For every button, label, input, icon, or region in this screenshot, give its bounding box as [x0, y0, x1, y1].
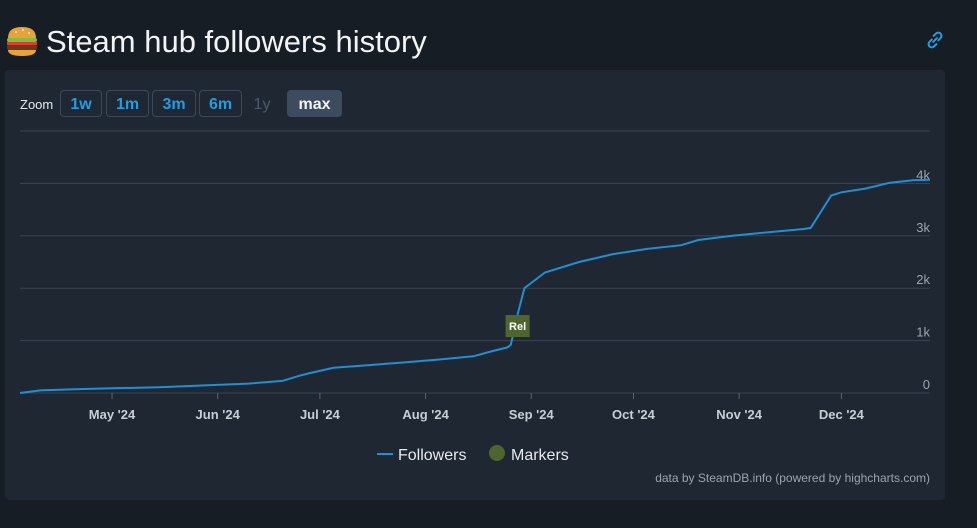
x-tick-label: Oct '24: [612, 407, 656, 422]
zoom-1w-button[interactable]: 1w: [60, 90, 102, 117]
y-tick-label: 3k: [916, 220, 930, 235]
y-tick-label: 1k: [916, 325, 930, 340]
x-tick-label: Dec '24: [819, 407, 865, 422]
burger-icon: [7, 27, 37, 56]
release-marker-label: Rel: [509, 321, 526, 333]
release-marker-flag: [505, 315, 530, 337]
y-tick-label: 2k: [916, 272, 930, 287]
zoom-3m-button[interactable]: 3m: [152, 90, 196, 117]
x-tick-label: Aug '24: [402, 407, 449, 422]
followers-chart: May '24 Jun '24 Jul '24 Aug '24 Sep '24 Oct '…: [19, 130, 931, 464]
legend-markers-swatch: [489, 445, 505, 461]
x-tick-label: Nov '24: [716, 407, 762, 422]
y-tick-label: 0: [923, 377, 930, 392]
x-tick-label: Sep '24: [509, 407, 555, 422]
zoom-6m-button[interactable]: 6m: [199, 90, 242, 117]
chart-grid: [20, 130, 930, 394]
y-axis-ticks: 0 1k 2k 3k 4k: [916, 167, 930, 392]
page-header: Steam hub followers history: [4, 22, 964, 62]
followers-series-line[interactable]: [19, 178, 931, 394]
chart-credit[interactable]: data by SteamDB.info (powered by highcha…: [655, 471, 930, 485]
release-markers: Rel: [505, 315, 530, 337]
chart-panel: Zoom 1w 1m 3m 6m 1y max May '24 Jun '24 Ju…: [5, 70, 945, 500]
chart-legend: Followers Markers: [377, 445, 569, 464]
zoom-max-button[interactable]: max: [287, 90, 342, 117]
x-tick-label: Jul '24: [300, 407, 341, 422]
zoom-label: Zoom: [20, 97, 54, 112]
x-axis-ticks: May '24 Jun '24 Jul '24 Aug '24 Sep '24 Oct '…: [89, 393, 865, 422]
zoom-1m-button[interactable]: 1m: [106, 90, 149, 117]
zoom-1y-button: 1y: [245, 90, 279, 117]
x-tick-label: May '24: [89, 407, 136, 422]
page-title: Steam hub followers history: [46, 24, 427, 59]
y-tick-label: 4k: [916, 167, 930, 182]
legend-followers[interactable]: Followers: [398, 447, 466, 464]
link-icon[interactable]: [924, 29, 946, 51]
legend-markers[interactable]: Markers: [511, 447, 569, 464]
x-tick-label: Jun '24: [196, 407, 241, 422]
